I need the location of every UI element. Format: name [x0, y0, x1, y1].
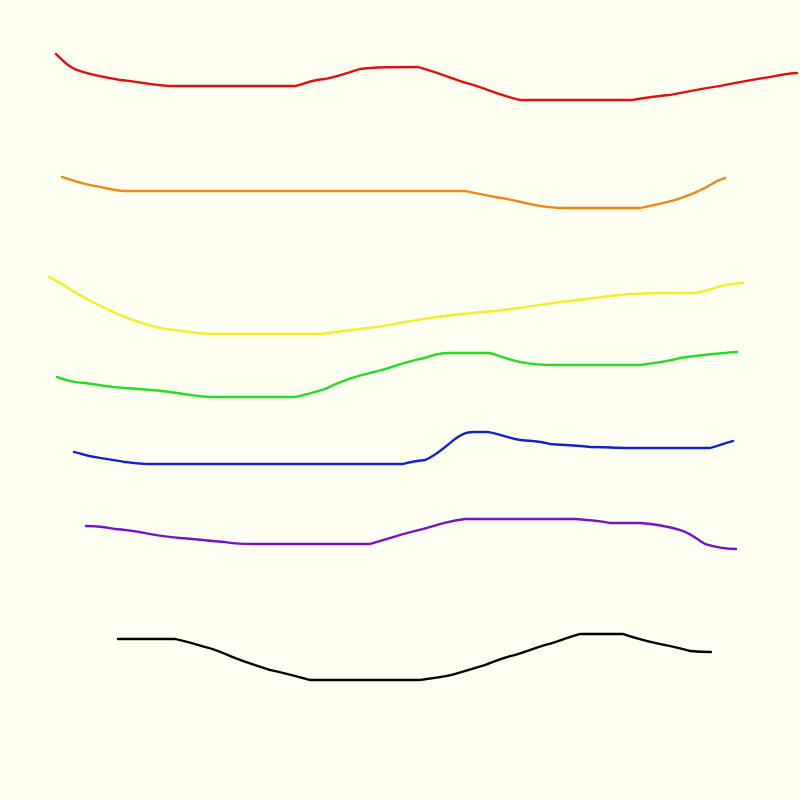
purple-stroke — [84, 517, 738, 551]
black-stroke — [116, 632, 713, 682]
orange-stroke — [60, 175, 727, 210]
red-stroke — [54, 52, 799, 102]
blue-stroke — [72, 430, 735, 466]
green-stroke — [55, 350, 739, 399]
yellow-stroke — [47, 275, 745, 336]
